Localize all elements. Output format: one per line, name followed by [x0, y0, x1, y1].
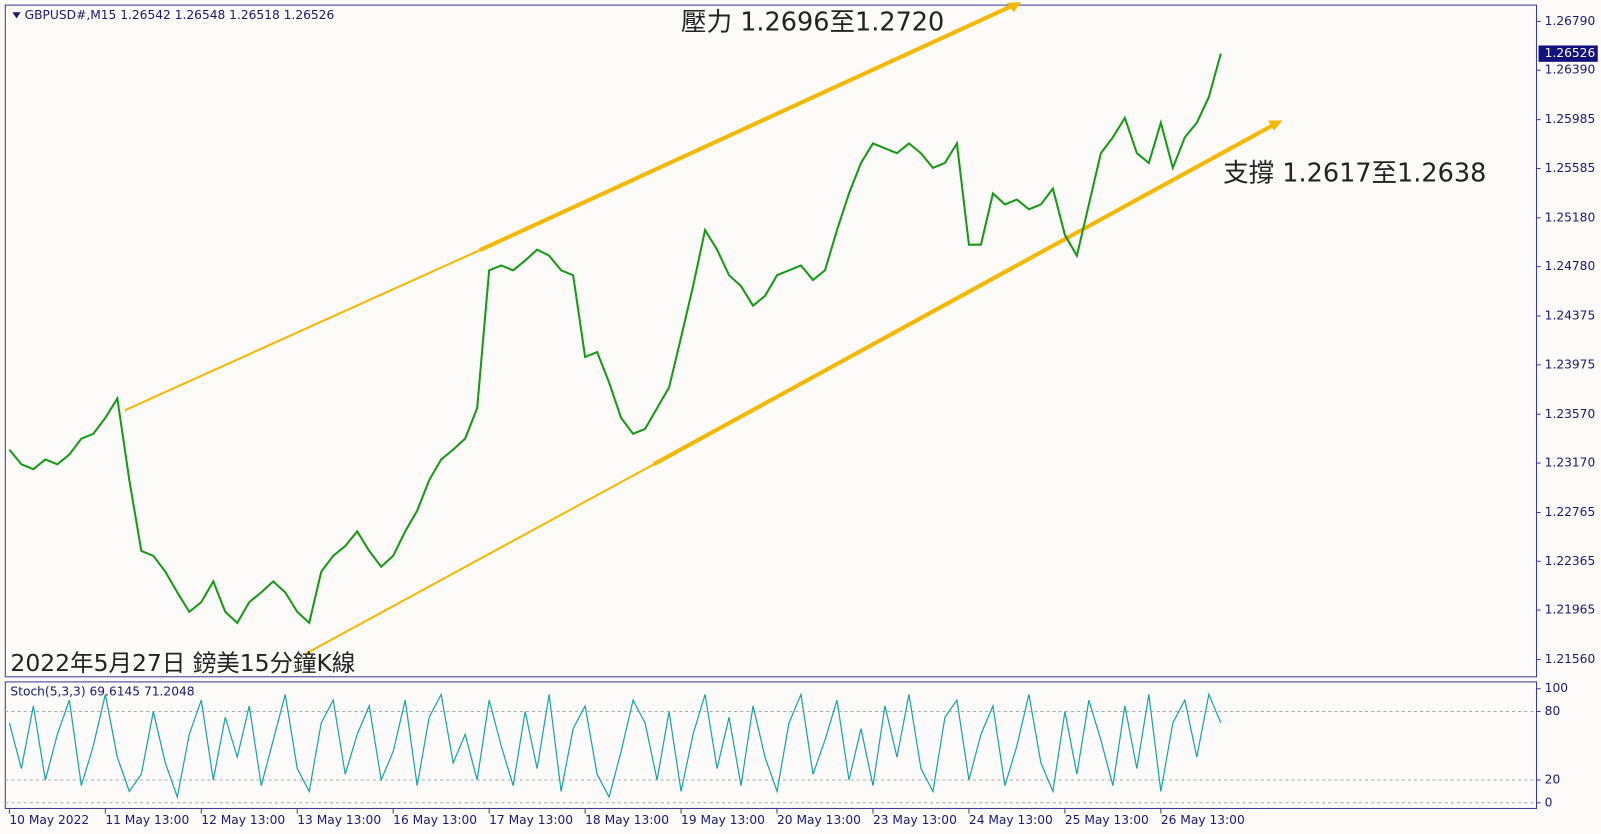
x-tick-label: 24 May 13:00 — [969, 813, 1053, 827]
y-tick-label: 1.21965 — [1545, 603, 1596, 617]
arrow-head — [1268, 120, 1283, 131]
channel — [124, 2, 1283, 655]
resistance-line — [124, 249, 481, 412]
resistance-line — [479, 2, 1017, 252]
chart-title: GBPUSD#,M15 1.26542 1.26548 1.26518 1.26… — [25, 8, 335, 22]
y-tick-label: 1.25180 — [1545, 210, 1596, 224]
x-tick-label: 26 May 13:00 — [1161, 813, 1245, 827]
annotation: 2022年5月27日 鎊美15分鐘K線 — [10, 649, 355, 677]
last-price-label: 1.26526 — [1545, 46, 1596, 60]
y-tick-label: 1.25585 — [1545, 161, 1596, 175]
y-tick-label: 1.21560 — [1545, 652, 1596, 666]
y-tick-label: 1.23975 — [1545, 357, 1596, 371]
x-tick-label: 17 May 13:00 — [489, 813, 573, 827]
stoch-line — [8, 692, 1222, 800]
x-tick-label: 11 May 13:00 — [105, 813, 189, 827]
y-tick-label: 1.22365 — [1545, 554, 1596, 568]
x-tick-label: 18 May 13:00 — [585, 813, 669, 827]
stoch-panel — [4, 681, 1538, 809]
x-tick-label: 20 May 13:00 — [777, 813, 861, 827]
y-tick-label: 100 — [1545, 681, 1568, 695]
main-panel — [4, 4, 1538, 678]
stoch-label: Stoch(5,3,3) 69.6145 71.2048 — [10, 685, 194, 699]
y-tick-label: 1.23170 — [1545, 456, 1596, 470]
menu-triangle — [12, 12, 21, 19]
y-tick-label: 1.26390 — [1545, 63, 1596, 77]
x-tick-label: 23 May 13:00 — [873, 813, 957, 827]
support-line — [652, 122, 1276, 467]
y-tick-label: 20 — [1545, 772, 1561, 786]
x-tick-label: 16 May 13:00 — [393, 813, 477, 827]
y-tick-label: 80 — [1545, 704, 1561, 718]
y-tick-label: 1.24375 — [1545, 309, 1596, 323]
x-tick-label: 12 May 13:00 — [201, 813, 285, 827]
annotation: 壓力 1.2696至1.2720 — [681, 7, 944, 37]
last-price-box — [1538, 45, 1598, 62]
price-line — [8, 53, 1222, 625]
x-tick-label: 13 May 13:00 — [297, 813, 381, 827]
x-tick-label: 19 May 13:00 — [681, 813, 765, 827]
y-tick-label: 1.23570 — [1545, 407, 1596, 421]
arrow-head — [1006, 2, 1021, 13]
y-tick-label: 1.24780 — [1545, 259, 1596, 273]
support-line — [305, 463, 654, 655]
y-tick-label: 0 — [1545, 795, 1553, 809]
y-tick-label: 1.26790 — [1545, 14, 1596, 28]
annotation: 支撐 1.2617至1.2638 — [1223, 159, 1486, 189]
y-tick-label: 1.25985 — [1545, 112, 1596, 126]
y-tick-label: 1.22765 — [1545, 505, 1596, 519]
x-tick-label: 10 May 2022 — [9, 813, 89, 827]
x-tick-label: 25 May 13:00 — [1065, 813, 1149, 827]
